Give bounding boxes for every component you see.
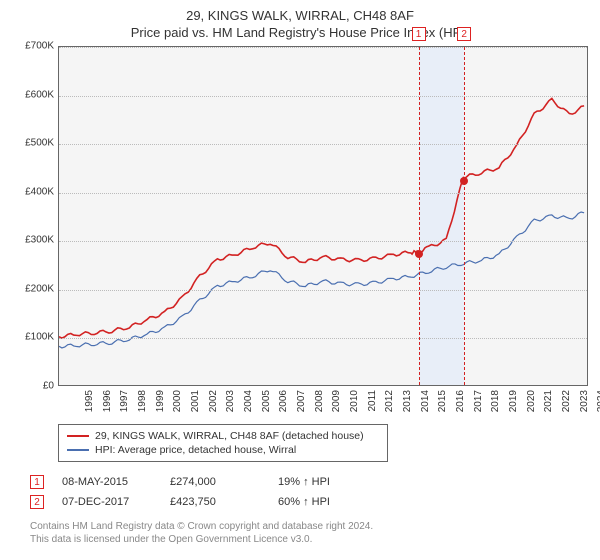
x-axis-label: 2002 — [208, 390, 219, 420]
footnote: Contains HM Land Registry data © Crown c… — [30, 520, 588, 546]
chart-area: 12 £0£100K£200K£300K£400K£500K£600K£700K… — [12, 46, 588, 416]
legend-label: HPI: Average price, detached house, Wirr… — [95, 444, 296, 456]
x-axis-label: 2009 — [331, 390, 342, 420]
series-line — [59, 98, 584, 338]
sale-price: £423,750 — [170, 496, 260, 508]
footnote-line: This data is licensed under the Open Gov… — [30, 533, 588, 546]
x-axis-label: 2003 — [225, 390, 236, 420]
footnote-line: Contains HM Land Registry data © Crown c… — [30, 520, 588, 533]
x-axis-label: 1998 — [137, 390, 148, 420]
y-axis-label: £100K — [12, 332, 54, 343]
x-axis-label: 2005 — [261, 390, 272, 420]
x-axis-label: 2016 — [455, 390, 466, 420]
y-axis-label: £500K — [12, 138, 54, 149]
x-axis-label: 2023 — [579, 390, 590, 420]
sale-number-box: 1 — [30, 475, 44, 489]
x-axis-label: 2022 — [561, 390, 572, 420]
x-axis-label: 2020 — [526, 390, 537, 420]
x-axis-label: 2021 — [543, 390, 554, 420]
x-axis-label: 1997 — [119, 390, 130, 420]
x-axis-label: 2011 — [367, 390, 378, 420]
legend-item: HPI: Average price, detached house, Wirr… — [67, 443, 379, 457]
y-axis-label: £700K — [12, 41, 54, 52]
sale-price: £274,000 — [170, 476, 260, 488]
x-axis-label: 2006 — [278, 390, 289, 420]
x-axis-label: 2007 — [296, 390, 307, 420]
x-axis-label: 2018 — [490, 390, 501, 420]
sale-marker-box: 2 — [457, 27, 471, 41]
x-axis-label: 1996 — [102, 390, 113, 420]
x-axis-label: 2001 — [190, 390, 201, 420]
sale-number-box: 2 — [30, 495, 44, 509]
x-axis-label: 2004 — [243, 390, 254, 420]
y-axis-label: £300K — [12, 235, 54, 246]
x-axis-label: 2008 — [314, 390, 325, 420]
x-axis-label: 2013 — [402, 390, 413, 420]
sale-delta: 60% ↑ HPI — [278, 496, 368, 508]
y-axis-label: £200K — [12, 283, 54, 294]
x-axis-label: 2010 — [349, 390, 360, 420]
chart-title: 29, KINGS WALK, WIRRAL, CH48 8AF — [12, 8, 588, 23]
y-axis-label: £0 — [12, 381, 54, 392]
plot-region: 12 — [58, 46, 588, 386]
sales-table: 1 08-MAY-2015 £274,000 19% ↑ HPI 2 07-DEC-201… — [30, 472, 588, 512]
chart-subtitle: Price paid vs. HM Land Registry's House … — [12, 25, 588, 40]
sale-date: 07-DEC-2017 — [62, 496, 152, 508]
legend-swatch — [67, 435, 89, 437]
x-axis-label: 2012 — [384, 390, 395, 420]
sale-delta: 19% ↑ HPI — [278, 476, 368, 488]
x-axis-label: 2014 — [420, 390, 431, 420]
x-axis-label: 2024 — [596, 390, 600, 420]
legend: 29, KINGS WALK, WIRRAL, CH48 8AF (detach… — [58, 424, 388, 462]
x-axis-label: 2000 — [172, 390, 183, 420]
x-axis-label: 1995 — [84, 390, 95, 420]
legend-item: 29, KINGS WALK, WIRRAL, CH48 8AF (detach… — [67, 429, 379, 443]
line-chart-svg — [59, 47, 587, 385]
series-line — [59, 212, 584, 348]
sale-date: 08-MAY-2015 — [62, 476, 152, 488]
sale-row: 2 07-DEC-2017 £423,750 60% ↑ HPI — [30, 492, 588, 512]
sale-row: 1 08-MAY-2015 £274,000 19% ↑ HPI — [30, 472, 588, 492]
legend-swatch — [67, 449, 89, 451]
x-axis-label: 1999 — [155, 390, 166, 420]
y-axis-label: £400K — [12, 186, 54, 197]
sale-dot — [460, 177, 468, 185]
sale-dot — [415, 250, 423, 258]
sale-marker-box: 1 — [412, 27, 426, 41]
y-axis-label: £600K — [12, 89, 54, 100]
x-axis-label: 2019 — [508, 390, 519, 420]
x-axis-label: 2017 — [473, 390, 484, 420]
legend-label: 29, KINGS WALK, WIRRAL, CH48 8AF (detach… — [95, 430, 364, 442]
x-axis-label: 2015 — [437, 390, 448, 420]
